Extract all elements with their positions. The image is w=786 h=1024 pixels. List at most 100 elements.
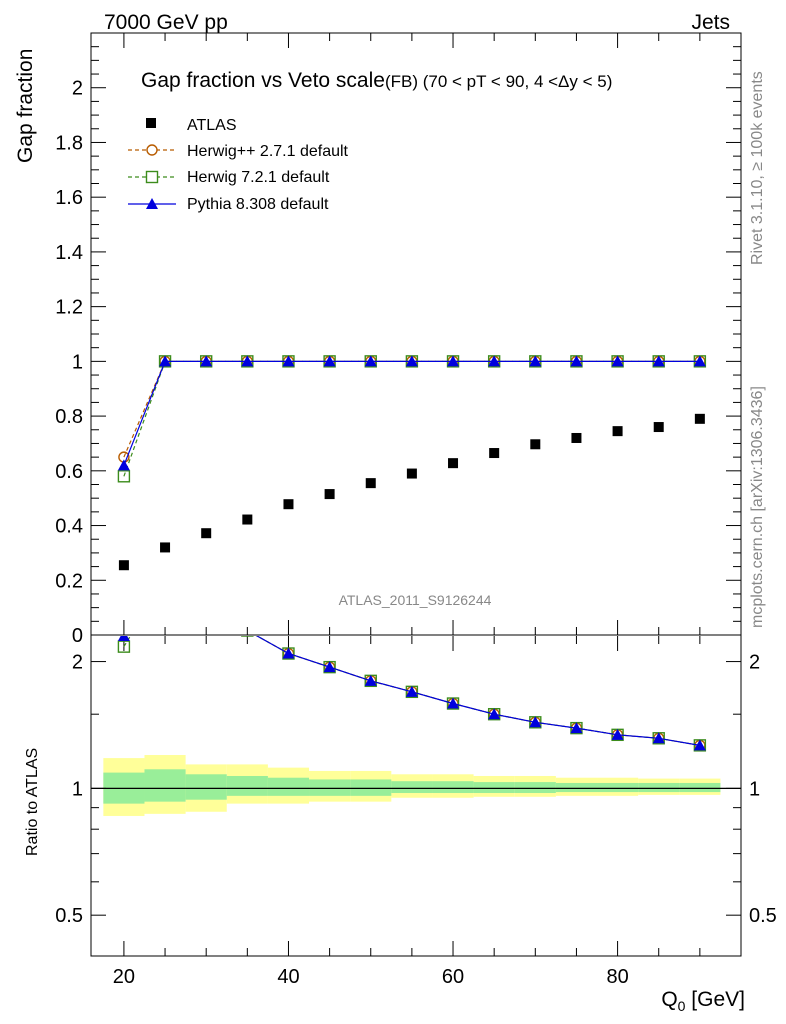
atlas-point (571, 432, 582, 443)
top-ytick-label: 1.6 (55, 187, 83, 209)
atlas-point (612, 426, 623, 437)
bot-pythia-point (159, 574, 171, 585)
top-ytick-label: 1.4 (55, 242, 83, 264)
header-energy-label: 7000 GeV pp (104, 11, 228, 34)
plot-title-main: Gap fraction vs Veto scale (141, 69, 385, 92)
top-pythia-point (570, 355, 583, 367)
legend-herwigpp-label: Herwig++ 2.7.1 default (187, 143, 349, 160)
plot-title: Gap fraction vs Veto scale(FB) (70 < pT … (141, 69, 612, 92)
bot-pythia-point (447, 697, 460, 709)
legend-herwig7-marker (145, 170, 159, 184)
bot-pythia-point (488, 708, 501, 720)
top-pythia-point (200, 355, 213, 367)
atlas-point (201, 528, 212, 539)
bottom-panel-series (117, 574, 707, 752)
top-ytick-label: 1 (72, 351, 83, 373)
atlas-point (448, 458, 459, 469)
x-axis-title-sub: 0 (678, 998, 686, 1014)
atlas-point (118, 560, 129, 571)
top-ytick-label: 0.4 (55, 516, 83, 538)
band-inner-8 (432, 781, 474, 794)
top-pythia-point (447, 355, 460, 367)
legend-atlas-marker (146, 118, 156, 128)
legend-herwig7-label: Herwig 7.2.1 default (187, 169, 330, 186)
bot-pythia-point (405, 685, 418, 697)
analysis-watermark: ATLAS_2011_S9126244 (339, 592, 492, 608)
bot-pythia-point (364, 674, 377, 686)
x-axis-title: Q0 [GeV] (661, 988, 745, 1014)
bot-pythia-point (529, 716, 542, 728)
top-ytick-label: 1.8 (55, 132, 83, 154)
xtick-label: 40 (277, 966, 299, 988)
top-pythia-point (652, 355, 665, 367)
bot-pythia-point (323, 661, 336, 673)
atlas-point (365, 478, 376, 489)
bot-ytick-label-left: 0.5 (55, 905, 83, 927)
band-inner-5 (309, 779, 351, 796)
band-inner-6 (350, 779, 392, 796)
bot-herwig7-point (117, 640, 131, 653)
bot-ytick-label-right: 1 (749, 778, 760, 800)
band-inner-10 (514, 782, 556, 794)
band-inner-1 (144, 769, 186, 802)
bottom-panel-ticks: 0.5 0.5 1 1 2 2 20 40 60 80 (55, 636, 777, 988)
top-panel-series (117, 355, 707, 571)
top-pythia-point (159, 355, 172, 367)
legend-atlas-label: ATLAS (187, 117, 237, 134)
legend-pythia-label: Pythia 8.308 default (187, 196, 329, 213)
atlas-point (530, 439, 541, 450)
bot-herwig7-point (241, 636, 254, 637)
rivet-version-label: Rivet 3.1.10, ≥ 100k events (749, 71, 766, 265)
top-pythia-point (323, 355, 336, 367)
bot-ytick-label-left: 2 (72, 652, 83, 674)
atlas-point (694, 413, 705, 424)
top-panel-ticks: 0 0.2 0.4 0.6 0.8 1 1.2 1.4 1.6 1.8 2 (55, 33, 742, 647)
atlas-point (324, 489, 335, 500)
mcplots-source-label: mcplots.cern.ch [arXiv:1306.3436] (749, 386, 766, 628)
band-inner-11 (555, 782, 598, 793)
band-inner-4 (267, 777, 310, 796)
top-ytick-label: 0.6 (55, 461, 83, 483)
bot-pythia-point (611, 728, 624, 740)
legend-pythia-marker (146, 198, 158, 209)
bot-pythia-point (117, 636, 130, 641)
bot-pythia-point (652, 732, 665, 744)
band-inner-7 (391, 781, 433, 794)
bot-herwigpp-point (201, 602, 211, 612)
top-herwigpp-line (123, 360, 700, 458)
bot-pythia-point (570, 722, 583, 734)
band-inner-13 (638, 782, 680, 793)
legend: ATLAS Herwig++ 2.7.1 default Herwig 7.2.… (128, 117, 349, 213)
top-ytick-label: 0 (72, 625, 83, 647)
bot-herwig7-point (201, 602, 212, 613)
atlas-point (489, 448, 500, 459)
band-inner-12 (597, 782, 639, 793)
header-process-label: Jets (691, 11, 730, 34)
plot-title-cuts: (FB) (70 < pT < 90, 4 <Δy < 5) (385, 72, 612, 91)
legend-herwigpp-marker (146, 144, 158, 156)
bot-pythia-point (282, 647, 295, 659)
top-herwig7-line (123, 360, 700, 477)
x-axis-title-unit: [GeV] (685, 988, 745, 1011)
ratio-uncertainty-bands (91, 755, 741, 816)
band-inner-2 (185, 774, 227, 800)
top-ytick-label: 2 (72, 78, 83, 100)
atlas-point (653, 422, 664, 433)
band-inner-3 (226, 775, 268, 796)
top-ytick-label: 0.8 (55, 406, 83, 428)
xtick-label: 60 (442, 966, 464, 988)
top-ylabel: Gap fraction (14, 49, 37, 163)
top-pythia-point (529, 355, 542, 367)
top-pythia-point (241, 355, 254, 367)
xtick-label: 20 (113, 966, 135, 988)
top-pythia-line (123, 360, 700, 466)
x-axis-title-var: Q (661, 988, 677, 1011)
bottom-panel-frame (90, 634, 742, 957)
atlas-point (160, 542, 171, 553)
top-pythia-point (364, 355, 377, 367)
bottom-ylabel: Ratio to ATLAS (24, 748, 41, 856)
band-inner-14 (679, 782, 721, 793)
bot-herwigpp-point (160, 575, 170, 585)
top-pythia-point (405, 355, 418, 367)
